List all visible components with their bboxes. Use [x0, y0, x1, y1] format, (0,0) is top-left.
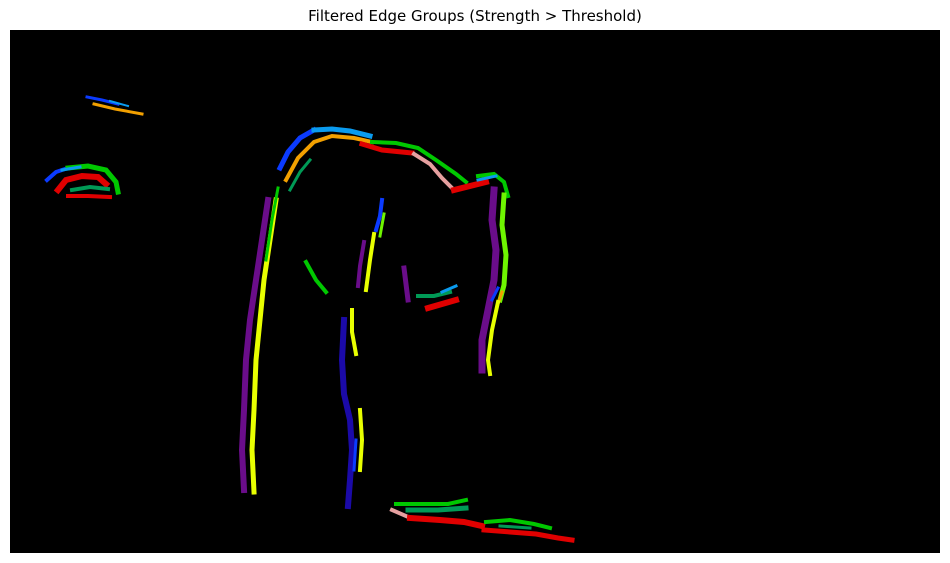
edge-eye-red-low [66, 194, 113, 200]
edge-body-left-purple [238, 196, 272, 494]
edge-head-orange [283, 133, 375, 183]
edge-eye-skyblue [60, 165, 82, 172]
edge-body-right-blue [489, 285, 501, 303]
edge-inner-yellow [363, 231, 377, 293]
edge-eye-red [53, 172, 111, 195]
edge-center-yellow-bottom [357, 407, 365, 473]
plot-title: Filtered Edge Groups (Strength > Thresho… [308, 7, 642, 25]
edge-bottom-green-right [483, 517, 553, 531]
edge-bottom-red [406, 514, 486, 530]
edge-body-right-yellow [485, 299, 501, 377]
edge-top-left-orange [92, 102, 144, 116]
edge-center-indigo [338, 316, 356, 510]
edge-bottom-red-right [481, 527, 575, 543]
edge-chest-skyblue [440, 284, 458, 294]
edge-chest-teal [416, 289, 453, 298]
edge-bottom-teal [405, 505, 469, 513]
edge-chest-purple [401, 265, 411, 303]
edge-body-right-purple [478, 186, 500, 374]
edge-chest-red [424, 296, 460, 312]
edge-eye-teal [69, 184, 111, 193]
edge-head-green [369, 139, 469, 185]
edge-body-left-green [264, 186, 280, 262]
edge-head-skyblue-right [476, 174, 498, 182]
edge-head-teal [287, 157, 313, 193]
edge-top-left-skyblue [108, 99, 130, 108]
edge-inner-lime [378, 212, 386, 238]
edge-head-pink [411, 151, 455, 191]
edge-center-blue [352, 438, 358, 472]
edge-head-red-right [450, 178, 490, 194]
edge-body-right-lime [496, 192, 509, 304]
edge-diagonal-green [303, 259, 329, 295]
edge-head-red [358, 140, 415, 156]
edge-center-yellow-top [350, 308, 359, 357]
edge-head-blue [276, 126, 318, 172]
edge-inner-purple [355, 239, 367, 289]
edge-bottom-teal-right [498, 524, 532, 530]
edge-image [10, 30, 940, 553]
edge-head-green-right [475, 171, 511, 199]
edge-head-skyblue [311, 126, 374, 140]
edge-inner-blue [373, 197, 385, 233]
edge-bottom-pink [389, 507, 409, 519]
edge-overlay [44, 95, 575, 543]
edge-bottom-green [394, 497, 469, 506]
